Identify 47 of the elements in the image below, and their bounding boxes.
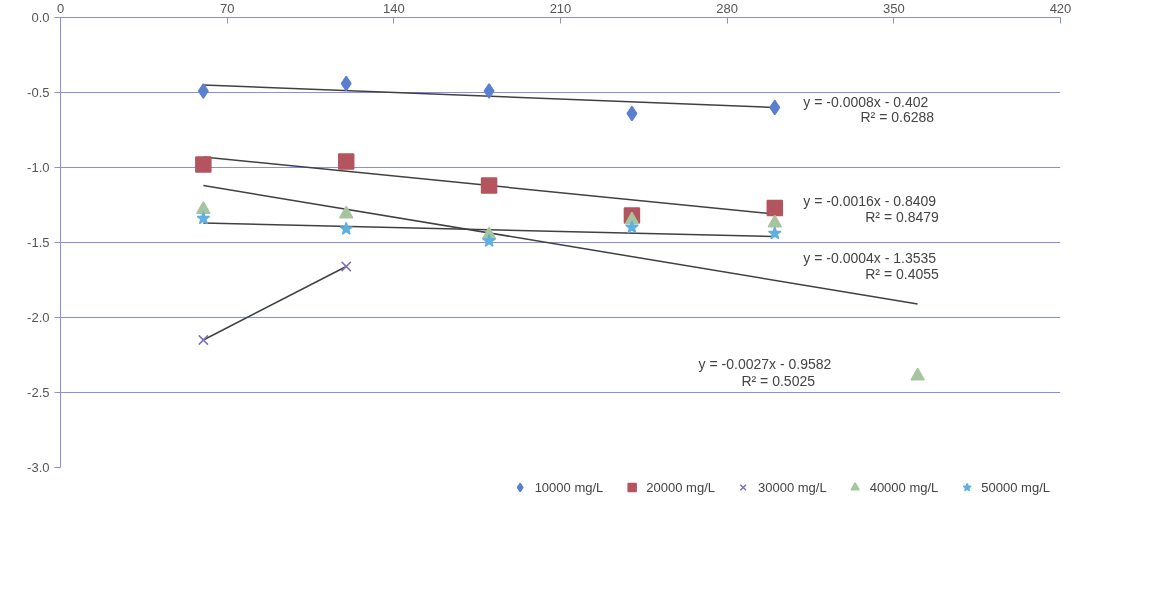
point bbox=[198, 334, 209, 346]
legend-label: 20000 mg/L bbox=[646, 479, 715, 495]
y-tick-label: -3.0 bbox=[27, 460, 50, 475]
x-tick-label: 350 bbox=[882, 0, 905, 16]
point bbox=[338, 205, 354, 219]
x-tick-label: 210 bbox=[549, 0, 572, 16]
annotation: y = -0.0008x - 0.402 bbox=[803, 94, 929, 111]
annotation: y = -0.0027x - 0.9582 bbox=[698, 356, 832, 372]
point bbox=[769, 99, 781, 116]
y-tick-label: -1.5 bbox=[27, 235, 50, 250]
point bbox=[766, 199, 784, 217]
y-tick-label: -1.0 bbox=[27, 160, 50, 175]
y-tick-label: -0.5 bbox=[27, 85, 50, 100]
point bbox=[767, 226, 782, 240]
y-tick-label: -2.5 bbox=[27, 385, 50, 400]
point bbox=[196, 211, 211, 225]
x-tick-label: 70 bbox=[219, 0, 235, 16]
legend-label: 10000 mg/L bbox=[534, 479, 604, 495]
point bbox=[767, 214, 783, 228]
x-tick-label: 140 bbox=[382, 0, 405, 16]
annotation: R² = 0.5025 bbox=[741, 372, 816, 389]
point bbox=[340, 75, 352, 92]
y-tick-label: -2.0 bbox=[27, 310, 50, 325]
x-tick-label: 0 bbox=[56, 0, 65, 16]
point bbox=[482, 233, 496, 248]
annotation: R² = 0.6288 bbox=[860, 109, 935, 126]
point bbox=[483, 83, 495, 99]
point bbox=[197, 83, 209, 99]
annotation: y = -0.0016x - 0.8409 bbox=[803, 192, 937, 209]
x-tick-label: 420 bbox=[1049, 0, 1072, 16]
point bbox=[910, 367, 925, 381]
legend-label: 50000 mg/L bbox=[981, 479, 1050, 495]
annotation: R² = 0.4055 bbox=[865, 266, 940, 282]
point bbox=[196, 201, 211, 214]
point bbox=[337, 153, 355, 170]
point bbox=[625, 220, 639, 234]
x-tick-label: 280 bbox=[716, 0, 739, 16]
annotation: y = -0.0004x - 1.3535 bbox=[803, 249, 937, 266]
point bbox=[195, 156, 212, 173]
legend-label: 40000 mg/L bbox=[869, 479, 939, 495]
point bbox=[340, 261, 352, 272]
point bbox=[339, 221, 354, 236]
legend-label: 30000 mg/L bbox=[757, 479, 827, 495]
annotation: R² = 0.8479 bbox=[865, 209, 940, 225]
point bbox=[480, 177, 498, 194]
point bbox=[626, 105, 638, 122]
y-tick-label: 0.0 bbox=[31, 10, 50, 25]
